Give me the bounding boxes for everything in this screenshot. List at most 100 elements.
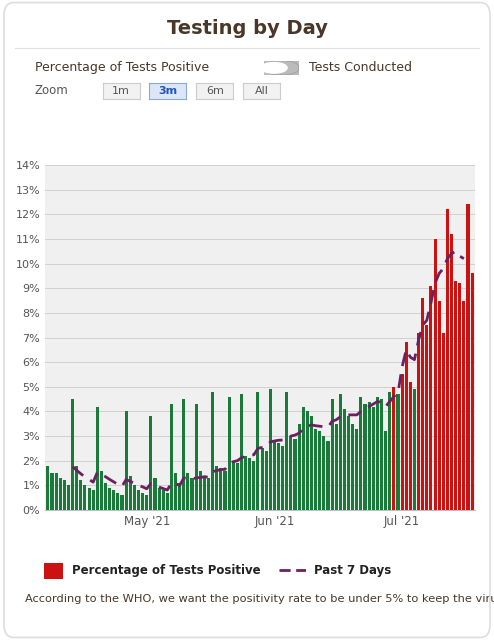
Bar — [121, 495, 124, 510]
Text: Percentage of Tests Positive: Percentage of Tests Positive — [72, 564, 260, 577]
Bar — [392, 387, 395, 510]
Bar — [228, 397, 231, 510]
Bar — [388, 392, 391, 510]
Bar — [54, 473, 58, 510]
Bar — [355, 429, 358, 510]
Bar — [219, 468, 222, 510]
Bar — [281, 446, 284, 510]
Bar — [310, 417, 313, 510]
Bar — [306, 412, 309, 510]
Bar — [454, 281, 457, 510]
Bar — [314, 429, 317, 510]
Bar — [248, 458, 251, 510]
Bar — [96, 406, 99, 510]
Text: According to the WHO, we want the positivity rate to be under 5% to keep the vir: According to the WHO, we want the positi… — [25, 594, 494, 604]
Bar — [343, 409, 346, 510]
Bar — [442, 333, 445, 510]
Text: Tests Conducted: Tests Conducted — [309, 61, 412, 74]
Bar — [141, 493, 144, 510]
Bar — [302, 406, 305, 510]
Text: 1m: 1m — [112, 86, 130, 96]
Bar — [417, 333, 420, 510]
Bar — [409, 382, 412, 510]
Bar — [438, 301, 441, 510]
Bar — [207, 478, 210, 510]
Bar — [318, 431, 321, 510]
Bar — [425, 325, 428, 510]
Bar — [327, 441, 329, 510]
Bar — [145, 495, 148, 510]
Bar — [50, 473, 53, 510]
Bar — [401, 374, 404, 510]
Bar — [244, 456, 247, 510]
Bar — [376, 397, 379, 510]
Bar — [330, 399, 333, 510]
Bar — [117, 493, 120, 510]
Bar — [273, 441, 276, 510]
Bar — [199, 470, 202, 510]
Bar — [83, 485, 86, 510]
Bar — [149, 417, 152, 510]
Text: 3m: 3m — [159, 86, 177, 96]
Bar — [364, 404, 367, 510]
Bar — [154, 478, 157, 510]
Bar — [215, 466, 218, 510]
Bar — [450, 234, 453, 510]
Bar — [182, 399, 185, 510]
Bar — [236, 463, 239, 510]
Bar — [59, 478, 62, 510]
Bar — [334, 424, 338, 510]
Bar — [429, 285, 432, 510]
Circle shape — [261, 63, 287, 73]
Bar — [434, 239, 437, 510]
Bar — [413, 389, 416, 510]
Bar — [100, 470, 103, 510]
Bar — [285, 392, 288, 510]
Bar — [80, 481, 82, 510]
Bar — [223, 470, 227, 510]
Bar — [170, 404, 173, 510]
Bar — [421, 298, 424, 510]
Bar — [63, 481, 66, 510]
Bar — [252, 461, 255, 510]
Bar — [380, 399, 383, 510]
Bar — [232, 461, 235, 510]
Bar — [359, 397, 363, 510]
Bar — [322, 436, 326, 510]
Bar — [71, 399, 74, 510]
Bar — [347, 417, 350, 510]
Bar — [240, 394, 243, 510]
Bar — [203, 476, 206, 510]
Bar — [108, 488, 111, 510]
Bar — [195, 404, 198, 510]
Bar — [466, 204, 469, 510]
Bar — [191, 478, 194, 510]
Bar — [178, 483, 181, 510]
Bar — [112, 490, 115, 510]
Bar — [46, 466, 49, 510]
Bar — [104, 483, 107, 510]
Bar — [129, 476, 132, 510]
Bar — [462, 301, 465, 510]
Bar — [67, 485, 70, 510]
Bar — [277, 444, 280, 510]
Bar — [471, 273, 474, 510]
Bar — [162, 490, 165, 510]
Text: Testing by Day: Testing by Day — [166, 19, 328, 38]
Bar — [368, 401, 370, 510]
Bar — [158, 488, 161, 510]
Bar — [174, 473, 177, 510]
Bar — [384, 431, 387, 510]
Bar — [339, 394, 342, 510]
Bar — [351, 424, 354, 510]
Bar — [405, 342, 408, 510]
Bar — [289, 436, 292, 510]
Bar — [458, 284, 461, 510]
Bar — [124, 412, 127, 510]
Text: 6m: 6m — [206, 86, 224, 96]
Text: Past 7 Days: Past 7 Days — [314, 564, 391, 577]
Bar — [166, 493, 169, 510]
Bar — [371, 406, 375, 510]
Bar — [396, 394, 400, 510]
FancyBboxPatch shape — [264, 61, 299, 75]
